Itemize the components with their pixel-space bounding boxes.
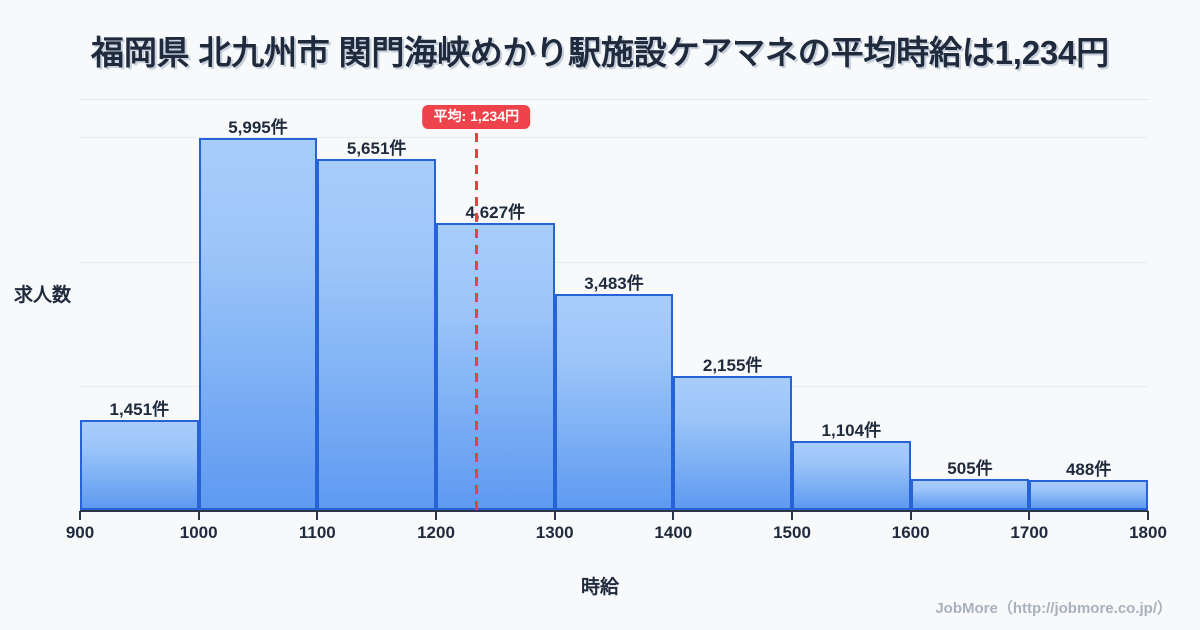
x-axis-tick bbox=[909, 511, 912, 520]
bar bbox=[317, 158, 436, 510]
bar-value-label: 3,483件 bbox=[584, 273, 644, 293]
bar bbox=[792, 441, 911, 510]
x-axis-tick-label: 1500 bbox=[773, 523, 811, 542]
x-axis-tick bbox=[435, 511, 437, 520]
x-axis-tick-label: 1100 bbox=[298, 523, 336, 542]
bar-value-label: 5,995件 bbox=[228, 117, 288, 137]
bar-series bbox=[80, 100, 1148, 510]
header-divider bbox=[80, 99, 1148, 100]
page-title: 福岡県 北九州市 関門海峡めかり駅施設ケアマネの平均時給は1,234円 bbox=[91, 34, 1109, 71]
plot-area bbox=[80, 100, 1148, 510]
x-axis-tick bbox=[791, 511, 793, 520]
bar-value-label: 5,651件 bbox=[346, 138, 407, 158]
x-axis-tick bbox=[316, 511, 319, 520]
x-axis-tick bbox=[79, 511, 81, 520]
bar bbox=[436, 222, 555, 510]
bar-value-label: 4,627件 bbox=[465, 202, 526, 222]
x-axis-tick-label: 1000 bbox=[179, 523, 218, 542]
average-line bbox=[474, 133, 478, 511]
bar-value-label: 1,451件 bbox=[109, 399, 170, 419]
gridline bbox=[80, 137, 1148, 139]
x-axis-tick-label: 1800 bbox=[1129, 523, 1167, 542]
x-axis-tick bbox=[672, 511, 675, 520]
x-axis-line bbox=[80, 510, 1148, 512]
x-axis-tick-label: 900 bbox=[65, 523, 95, 542]
x-axis-tick bbox=[553, 511, 556, 520]
bar-value-label: 505件 bbox=[947, 458, 993, 478]
x-axis-tick bbox=[1147, 511, 1149, 520]
bar bbox=[673, 376, 792, 510]
bar bbox=[198, 137, 318, 510]
bar bbox=[910, 478, 1030, 510]
bar-value-label: 2,155件 bbox=[702, 356, 763, 376]
gridline bbox=[80, 261, 1148, 263]
x-axis-tick bbox=[1028, 511, 1031, 520]
bar bbox=[80, 419, 199, 510]
x-axis-title: 時給 bbox=[580, 577, 619, 598]
bar bbox=[554, 293, 674, 510]
x-axis-tick-label: 1700 bbox=[1010, 523, 1049, 542]
x-axis-tick-label: 1400 bbox=[654, 523, 693, 542]
bar bbox=[1029, 479, 1148, 510]
x-axis-tick-label: 1200 bbox=[417, 523, 455, 542]
x-axis-tick bbox=[197, 511, 200, 520]
bar-value-label: 488件 bbox=[1065, 459, 1112, 479]
average-badge: 平均: 1,234円 bbox=[422, 105, 531, 130]
footer-attribution: JobMore（http://jobmore.co.jp/） bbox=[935, 600, 1172, 617]
bar-value-label: 1,104件 bbox=[821, 421, 882, 441]
x-axis-tick-label: 1600 bbox=[891, 523, 930, 542]
y-axis-title: 求人数 bbox=[14, 285, 72, 306]
x-axis-tick-label: 1300 bbox=[535, 523, 574, 542]
